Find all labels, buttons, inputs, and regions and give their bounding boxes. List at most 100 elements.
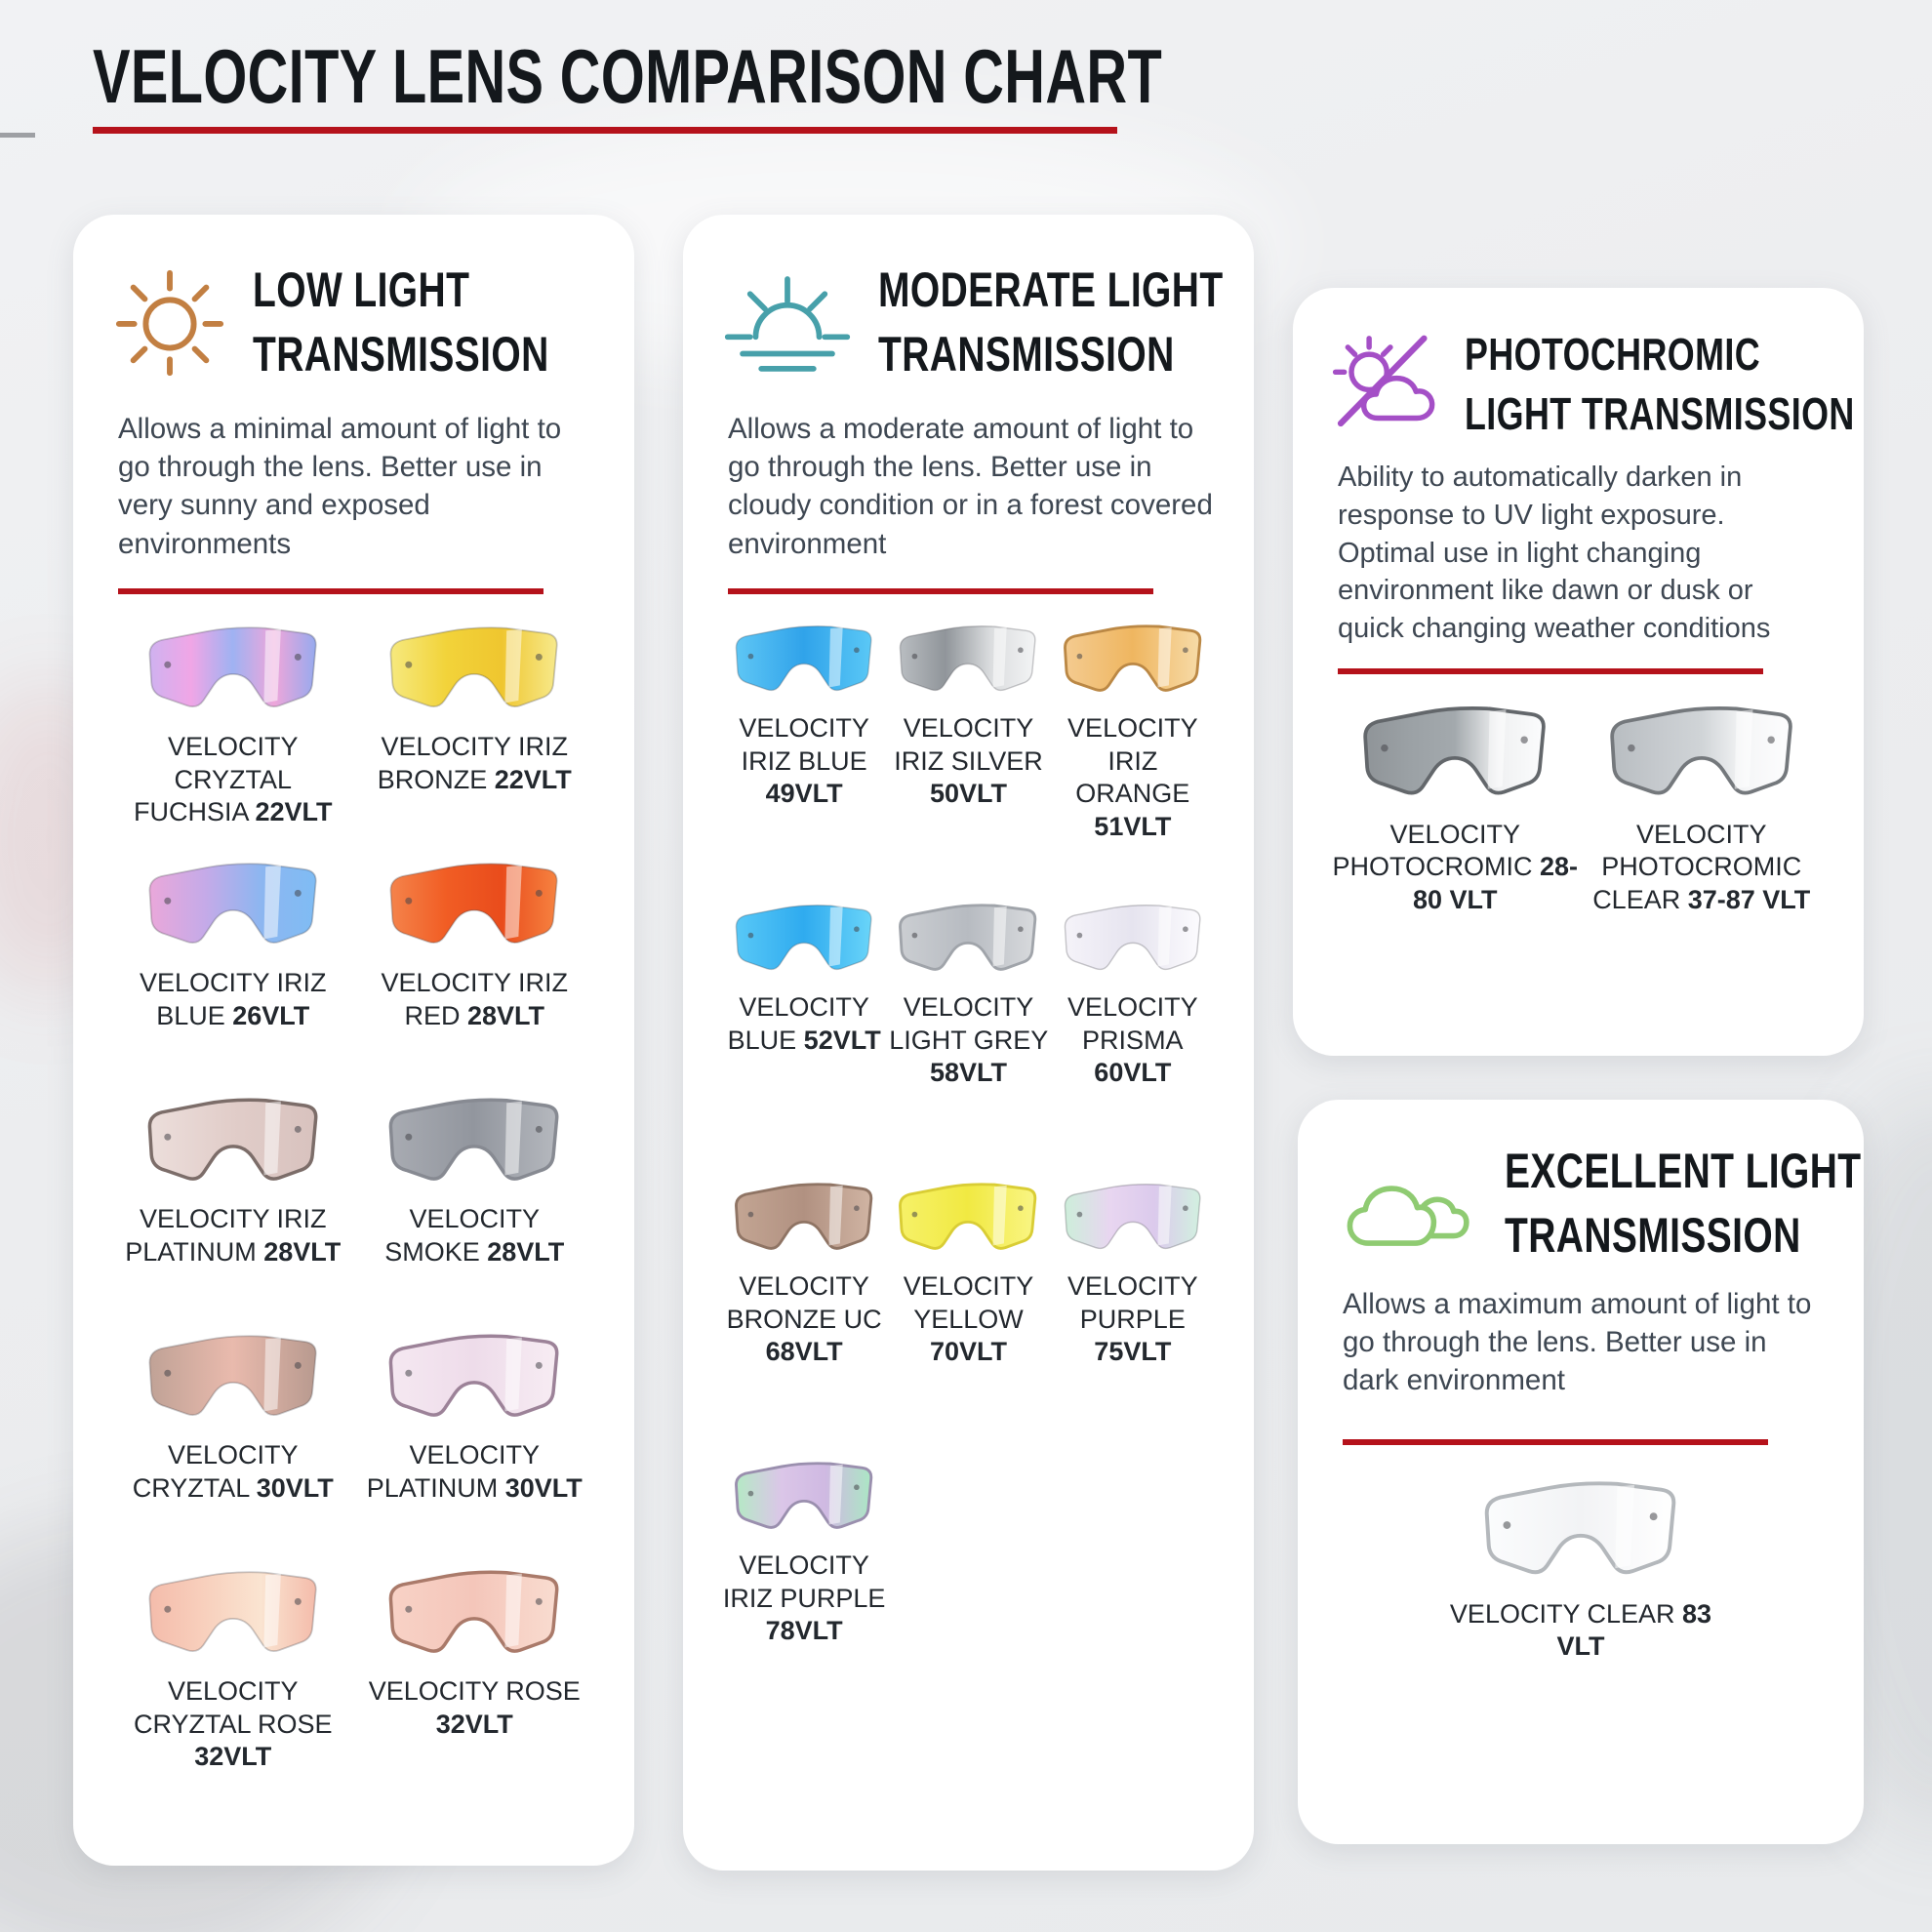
goggle-lens-image [735,904,872,971]
edge-accent-line [0,133,35,138]
lens-item: VELOCITY CRYZTAL FUCHSIA 22VLT [120,620,346,842]
lens-label: VELOCITY PRISMA 60VLT [1067,992,1198,1088]
title-underline [93,127,1117,134]
lens-label: VELOCITY YELLOW 70VLT [903,1271,1034,1367]
card-header: LOW LIGHT TRANSMISSION [112,258,595,386]
goggle-lens-image [735,1462,873,1529]
goggle-lens-image [899,904,1037,971]
card-header: MODERATE LIGHT TRANSMISSION [722,258,1223,386]
lens-item: VELOCITY BRONZE UC 68VLT [722,1178,886,1424]
goggle-lens-image [1063,624,1202,692]
lens-label: VELOCITY BRONZE UC 68VLT [726,1271,882,1367]
lens-grid: VELOCITY CRYZTAL FUCHSIA 22VLT VELOCITY I… [112,620,595,1787]
goggle-lens-image [1064,1183,1201,1250]
lens-label: VELOCITY IRIZ ORANGE 51VLT [1067,713,1198,841]
sun-cloud-slash-icon [1332,335,1435,426]
goggle-lens-image [388,1334,559,1417]
lens-label: VELOCITY SMOKE 28VLT [384,1204,565,1267]
lens-label: VELOCITY BLUE 52VLT [727,992,881,1055]
goggle-lens-image [389,626,558,707]
lens-item: VELOCITY IRIZ PURPLE 78VLT [722,1457,886,1703]
card-description: Ability to automatically darken in respo… [1338,462,1771,644]
lens-item: VELOCITY CRYZTAL ROSE 32VLT [120,1564,346,1787]
card-title: MODERATE LIGHT TRANSMISSION [878,262,1224,382]
lens-item: VELOCITY BLUE 52VLT [722,899,886,1145]
card-title: EXCELLENT LIGHT TRANSMISSION [1505,1144,1862,1263]
lens-item: VELOCITY IRIZ PLATINUM 28VLT [120,1092,346,1314]
lens-label: VELOCITY LIGHT GREY 58VLT [889,992,1048,1088]
card-moderate-light: MODERATE LIGHT TRANSMISSION Allows a mod… [683,215,1254,1871]
lens-label: VELOCITY ROSE 32VLT [368,1676,581,1739]
lens-item: VELOCITY CLEAR 83 VLT [1434,1474,1727,1664]
lens-grid: VELOCITY IRIZ BLUE 49VLT VELOCITY IRIZ SI… [722,620,1215,1703]
clouds-icon [1347,1186,1469,1246]
lens-item: VELOCITY IRIZ RED 28VLT [361,856,587,1078]
lens-item: VELOCITY PLATINUM 30VLT [361,1328,587,1550]
lens-item: VELOCITY LIGHT GREY 58VLT [886,899,1050,1145]
red-divider [1338,668,1763,675]
goggle-lens-image [900,624,1036,692]
card-description: Allows a moderate amount of light to go … [728,413,1213,560]
goggle-lens-image [1064,904,1201,971]
lens-grid: VELOCITY PHOTOCROMIC 28-80 VLT VELOCITY P… [1332,700,1825,916]
lens-item: VELOCITY IRIZ BLUE 49VLT [722,620,886,865]
page-title: VELOCITY LENS COMPARISON CHART [93,33,1163,119]
red-divider [118,587,543,594]
lens-label: VELOCITY IRIZ SILVER 50VLT [894,713,1043,809]
lens-item: VELOCITY CRYZTAL 30VLT [120,1328,346,1550]
card-photochromic: PHOTOCHROMIC LIGHT TRANSMISSION Ability … [1293,288,1864,1056]
card-description: Allows a minimal amount of light to go t… [118,413,562,560]
red-divider [1343,1438,1768,1445]
goggle-lens-image [1484,1481,1676,1574]
lens-label: VELOCITY CRYZTAL 30VLT [132,1440,334,1503]
card-title: PHOTOCHROMIC LIGHT TRANSMISSION [1465,329,1855,439]
goggle-lens-image [389,863,558,944]
lens-label: VELOCITY IRIZ BLUE 49VLT [739,713,869,809]
lens-item: VELOCITY ROSE 32VLT [361,1564,587,1787]
lens-label: VELOCITY CLEAR 83 VLT [1449,1598,1712,1662]
goggle-lens-image [388,1098,559,1181]
lens-label: VELOCITY IRIZ BLUE 26VLT [139,968,327,1030]
lens-label: VELOCITY CRYZTAL ROSE 32VLT [133,1676,333,1772]
card-low-light: LOW LIGHT TRANSMISSION Allows a minimal … [73,215,634,1866]
lens-item: VELOCITY IRIZ BLUE 26VLT [120,856,346,1078]
card-description: Allows a maximum amount of light to go t… [1343,1288,1812,1397]
lens-item: VELOCITY IRIZ BRONZE 22VLT [361,620,587,842]
lens-label: VELOCITY PHOTOCROMIC CLEAR 37-87 VLT [1592,819,1811,914]
lens-label: VELOCITY IRIZ RED 28VLT [381,968,569,1030]
card-excellent-light: EXCELLENT LIGHT TRANSMISSION Allows a ma… [1298,1100,1864,1844]
goggle-lens-image [735,1183,873,1250]
goggle-lens-image [1610,706,1792,795]
lens-label: VELOCITY CRYZTAL FUCHSIA 22VLT [133,732,333,827]
lens-label: VELOCITY IRIZ PLATINUM 28VLT [125,1204,342,1267]
red-divider [728,587,1153,594]
lens-grid: VELOCITY CLEAR 83 VLT [1337,1474,1825,1664]
card-header: PHOTOCHROMIC LIGHT TRANSMISSION [1332,325,1854,443]
lens-label: VELOCITY PURPLE 75VLT [1067,1271,1198,1367]
goggle-lens-image [148,1335,317,1416]
goggle-lens-image [1363,706,1546,795]
sun-icon [115,269,224,377]
goggle-lens-image [148,863,317,944]
goggle-lens-image [147,1098,318,1181]
goggle-lens-image [148,626,317,707]
card-title: LOW LIGHT TRANSMISSION [253,262,549,382]
lens-item: VELOCITY IRIZ SILVER 50VLT [886,620,1050,865]
lens-item: VELOCITY IRIZ ORANGE 51VLT [1051,620,1215,865]
lens-item: VELOCITY PRISMA 60VLT [1051,899,1215,1145]
lens-item: VELOCITY PHOTOCROMIC 28-80 VLT [1332,700,1578,916]
lens-item: VELOCITY PURPLE 75VLT [1051,1178,1215,1424]
lens-label: VELOCITY PLATINUM 30VLT [366,1440,583,1503]
lens-label: VELOCITY IRIZ BRONZE 22VLT [377,732,572,794]
goggle-lens-image [388,1570,559,1653]
lens-label: VELOCITY PHOTOCROMIC 28-80 VLT [1332,819,1579,914]
lens-item: VELOCITY PHOTOCROMIC CLEAR 37-87 VLT [1579,700,1825,916]
card-header: EXCELLENT LIGHT TRANSMISSION [1337,1139,1861,1268]
goggle-lens-image [735,624,872,692]
lens-label: VELOCITY IRIZ PURPLE 78VLT [722,1550,886,1646]
lens-item: VELOCITY SMOKE 28VLT [361,1092,587,1314]
lens-item: VELOCITY YELLOW 70VLT [886,1178,1050,1424]
goggle-lens-image [148,1571,317,1652]
goggle-lens-image [899,1183,1037,1250]
